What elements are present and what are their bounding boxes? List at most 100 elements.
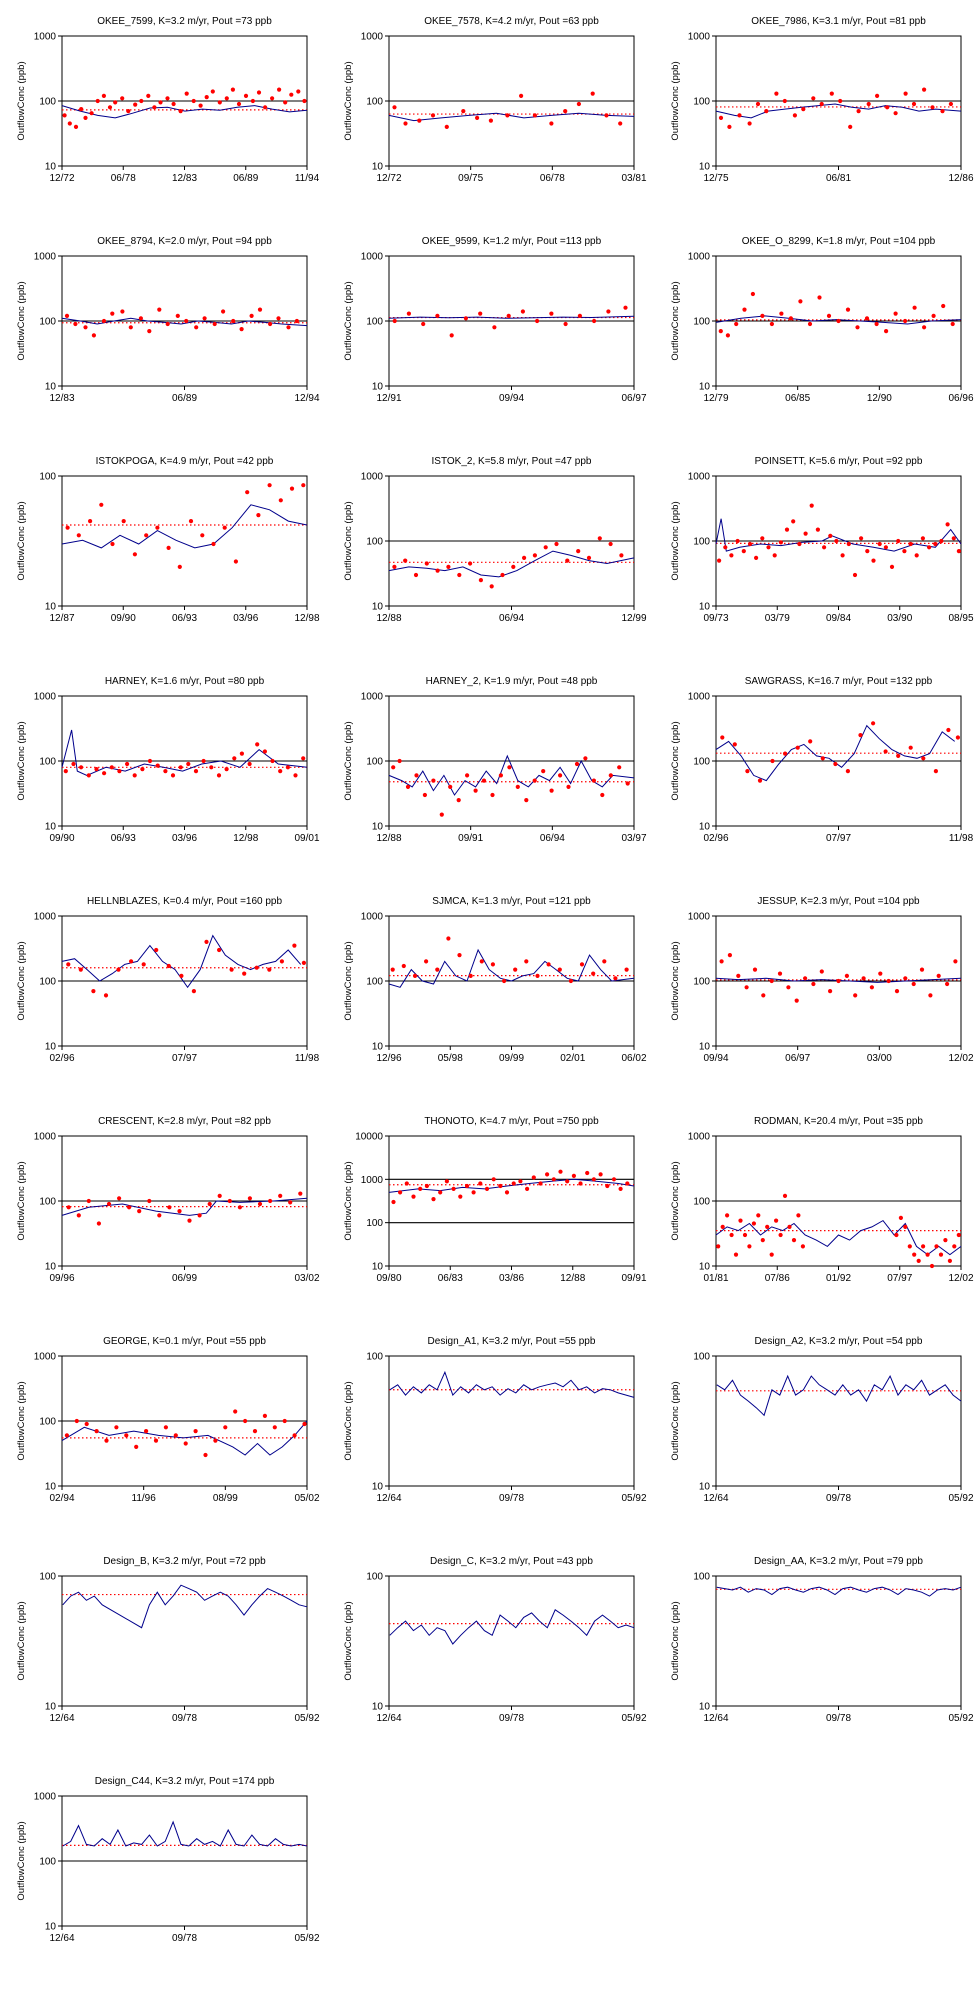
observed-point [807, 321, 813, 327]
x-tick-label: 03/79 [765, 613, 790, 624]
chart-panel: HELLNBLAZES, K=0.4 m/yr, Pout =160 ppb Ou… [10, 892, 320, 1092]
observed-point [424, 1183, 429, 1189]
y-tick-label: 1000 [361, 472, 384, 483]
observed-point [893, 111, 898, 116]
observed-point [737, 113, 742, 118]
observed-point [89, 111, 94, 116]
chart-title: OKEE_O_8299, K=1.8 m/yr, Pout =104 ppb [742, 236, 936, 247]
x-tick-label: 08/99 [213, 1493, 238, 1504]
observed-point [829, 91, 834, 96]
observed-point [602, 959, 607, 964]
observed-point [946, 727, 951, 733]
observed-point [279, 959, 284, 964]
observed-point [943, 1238, 948, 1243]
observed-point [139, 98, 144, 104]
observed-point [233, 559, 238, 564]
observed-point [175, 313, 180, 318]
observed-point [747, 121, 752, 126]
observed-point [505, 113, 510, 118]
observed-point [243, 1418, 248, 1424]
observed-point [840, 553, 845, 558]
chart-title: Design_A2, K=3.2 m/yr, Pout =54 ppb [755, 1336, 923, 1347]
observed-point [211, 541, 216, 547]
y-tick-label: 10 [372, 822, 384, 833]
observed-point [611, 1177, 617, 1182]
x-tick-label: 12/79 [703, 393, 728, 404]
observed-point [774, 1218, 779, 1223]
observed-point [473, 788, 478, 793]
observed-point [927, 545, 932, 550]
observed-point [903, 318, 908, 324]
x-tick-label: 12/64 [703, 1493, 728, 1504]
observed-point [541, 769, 546, 774]
observed-point [907, 1244, 912, 1249]
observed-point [797, 541, 802, 547]
observed-point [535, 973, 540, 978]
observed-point [598, 1172, 603, 1177]
series-line [389, 1370, 635, 1398]
observed-point [438, 1190, 443, 1195]
observed-point [179, 973, 184, 978]
observed-point [772, 553, 777, 558]
observed-point [538, 1181, 543, 1186]
x-tick-label: 06/97 [621, 393, 646, 404]
observed-point [478, 311, 483, 316]
observed-point [774, 91, 779, 96]
observed-point [464, 1183, 470, 1189]
observed-point [734, 321, 739, 327]
y-tick-label: 100 [366, 1218, 383, 1229]
x-tick-label: 05/92 [948, 1713, 973, 1724]
observed-point [86, 1198, 91, 1204]
observed-point [198, 103, 203, 108]
observed-point [391, 765, 396, 770]
chart-title: HELLNBLAZES, K=0.4 m/yr, Pout =160 ppb [87, 896, 283, 907]
observed-point [769, 978, 774, 984]
observed-point [193, 769, 199, 774]
observed-point [591, 1177, 596, 1182]
observed-point [203, 1452, 208, 1458]
y-tick-label: 100 [366, 97, 383, 108]
observed-point [222, 525, 227, 530]
observed-point [549, 788, 554, 793]
y-tick-label: 10 [372, 1262, 384, 1273]
x-tick-label: 03/00 [867, 1053, 892, 1064]
x-tick-label: 09/80 [376, 1273, 401, 1284]
observed-point [242, 971, 247, 976]
observed-point [71, 761, 76, 767]
x-tick-label: 05/92 [294, 1933, 319, 1944]
observed-point [490, 792, 495, 798]
observed-point [945, 522, 950, 527]
series-line [388, 1178, 635, 1193]
observed-point [844, 973, 849, 978]
observed-point [268, 1198, 273, 1204]
observed-point [554, 541, 559, 547]
observed-point [576, 101, 581, 107]
x-tick-label: 09/78 [826, 1713, 851, 1724]
observed-point [221, 309, 226, 314]
observed-point [500, 572, 505, 578]
observed-point [736, 973, 741, 978]
observed-point [732, 742, 737, 747]
observed-point [716, 1244, 721, 1249]
y-tick-label: 100 [39, 472, 56, 483]
observed-point [845, 307, 851, 312]
x-tick-label: 01/81 [703, 1273, 728, 1284]
observed-point [498, 1183, 503, 1189]
observed-point [283, 100, 288, 105]
chart-svg: ISTOKPOGA, K=4.9 m/yr, Pout =42 ppb Outfl… [16, 456, 320, 624]
observed-point [524, 959, 529, 964]
observed-point [828, 989, 833, 994]
observed-point [519, 93, 524, 98]
x-tick-label: 11/98 [295, 1053, 320, 1064]
observed-point [583, 756, 588, 761]
observed-point [267, 483, 272, 488]
observed-point [765, 1224, 770, 1229]
observed-point [855, 325, 860, 330]
observed-point [444, 1179, 449, 1184]
observed-point [951, 536, 956, 541]
observed-point [885, 105, 890, 110]
observed-point [152, 105, 157, 110]
observed-point [95, 98, 100, 104]
observed-point [140, 767, 145, 772]
observed-point [252, 1429, 258, 1434]
